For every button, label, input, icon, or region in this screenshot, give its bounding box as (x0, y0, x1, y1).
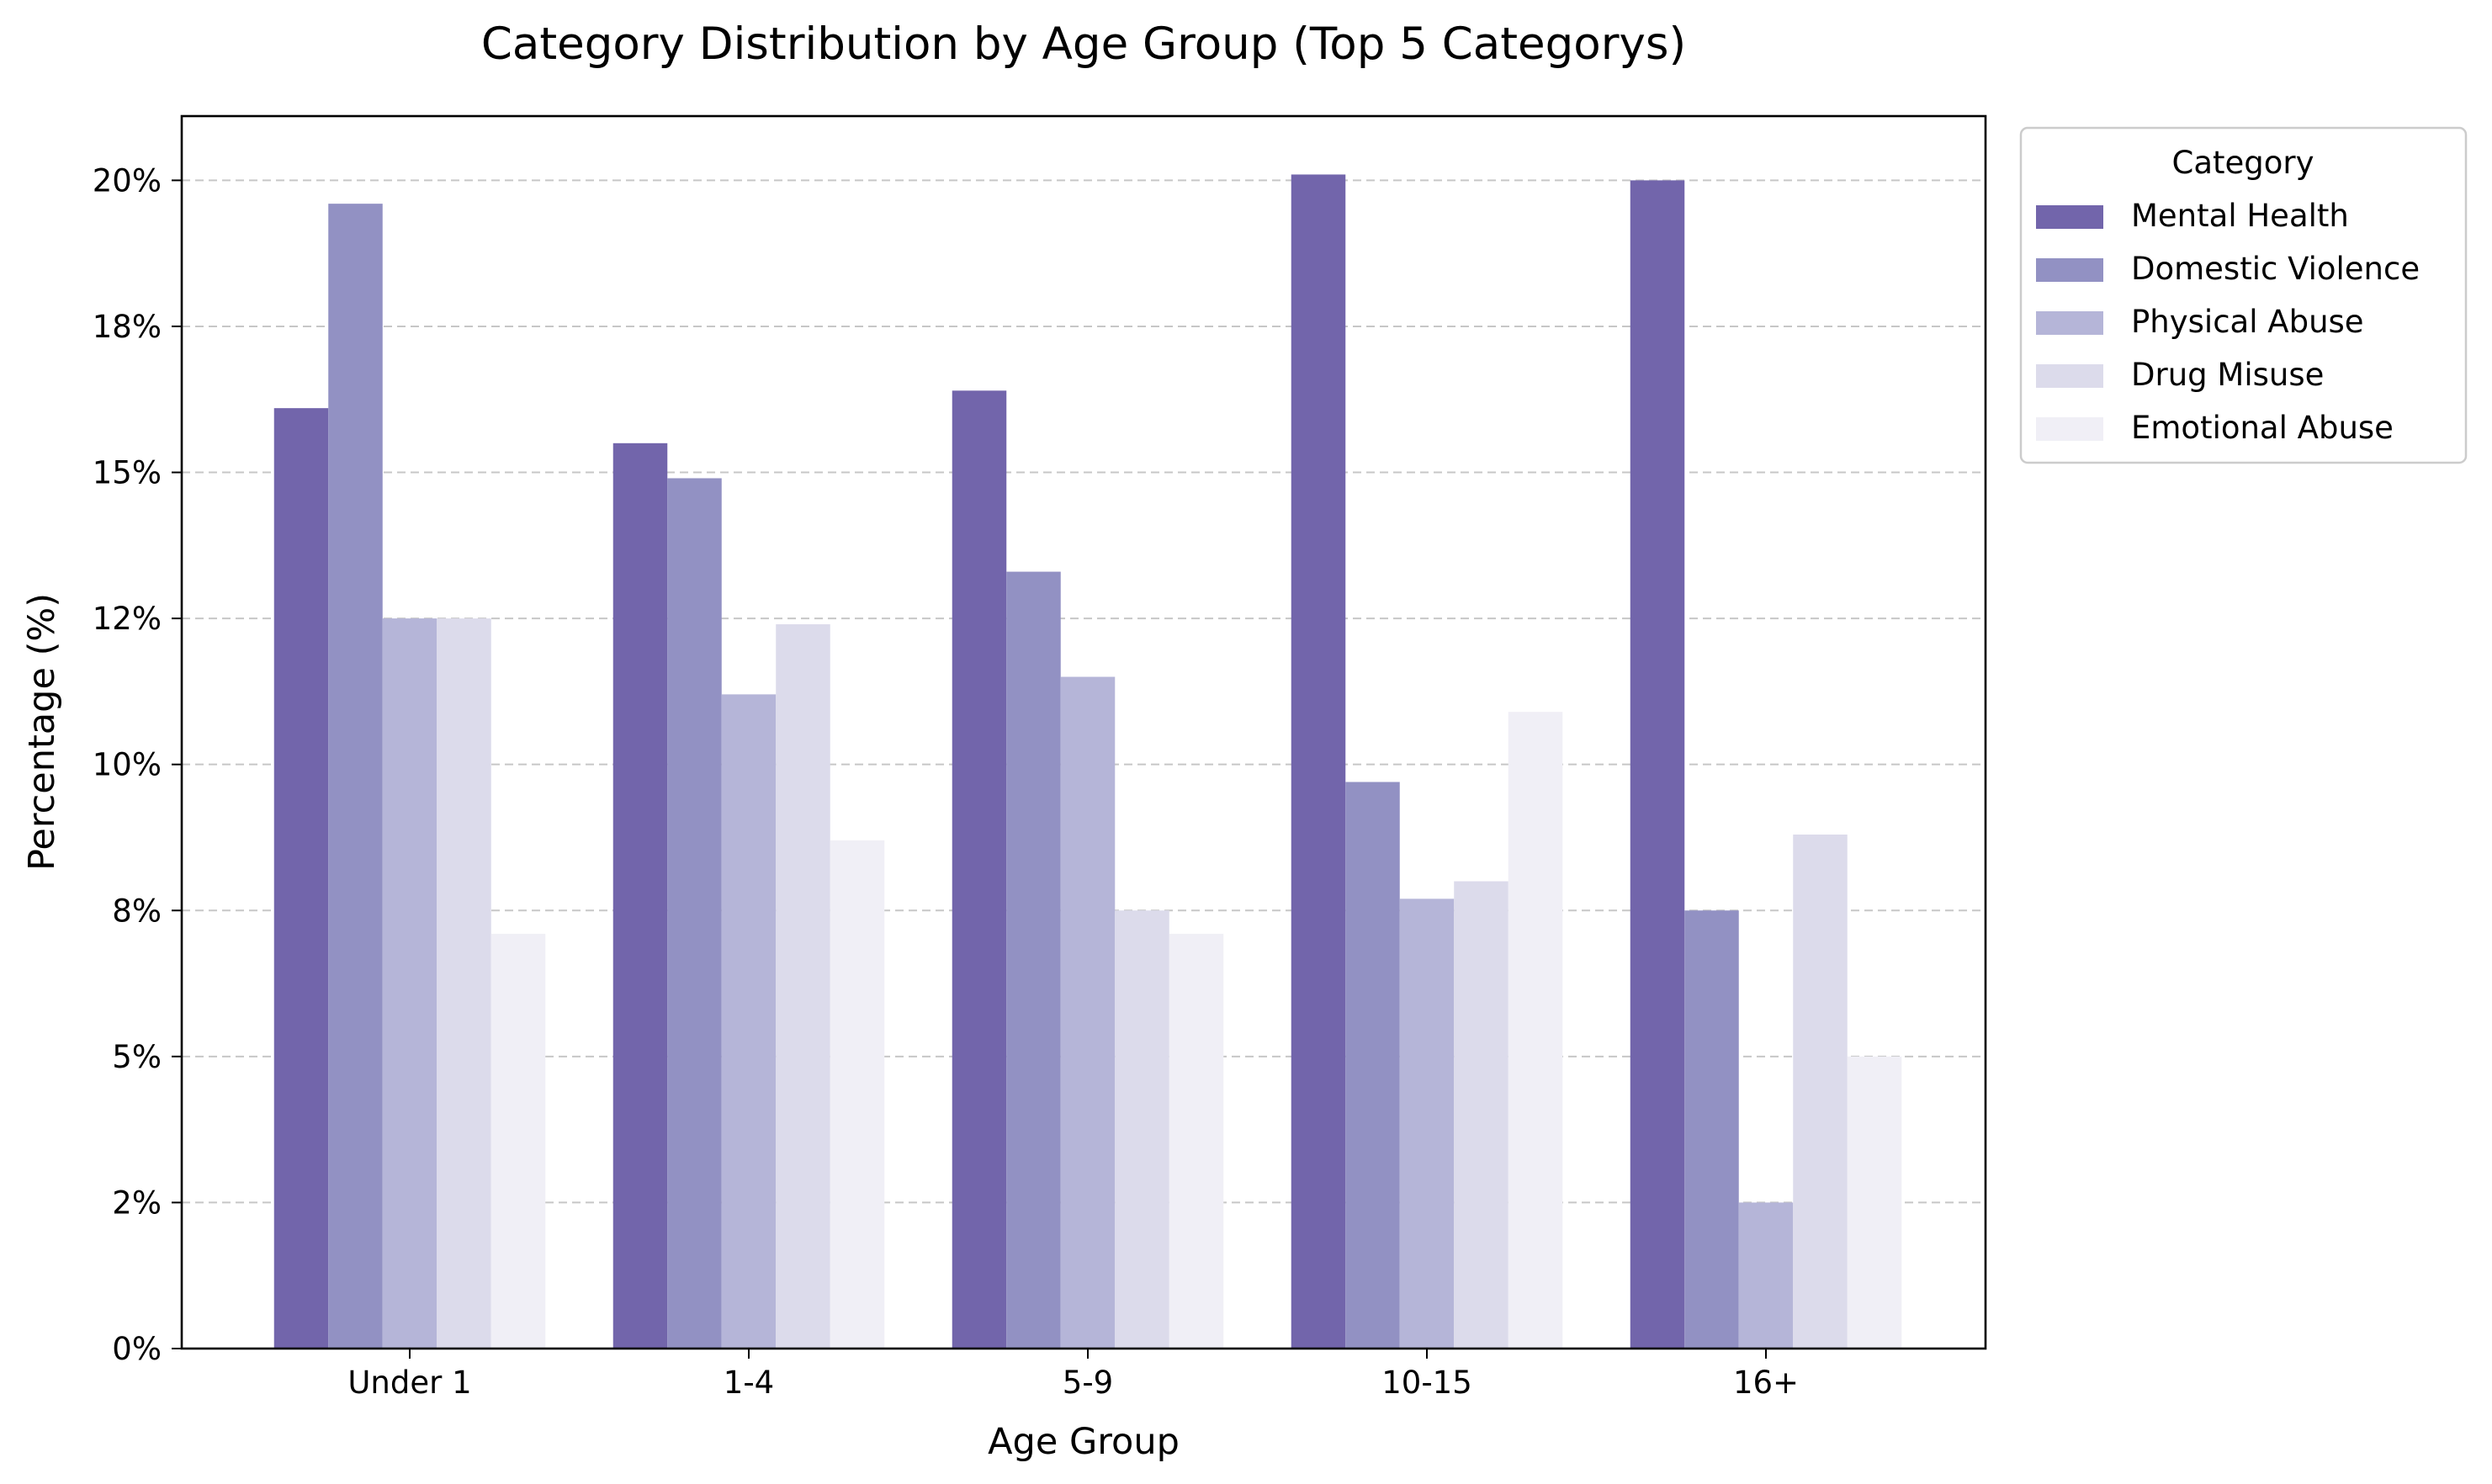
bar (721, 694, 777, 1349)
bar (1508, 712, 1563, 1349)
legend-label: Domestic Violence (2131, 251, 2420, 287)
y-tick-label: 10% (93, 747, 162, 783)
bar (1345, 782, 1400, 1349)
bar (1115, 910, 1169, 1349)
x-axis: Under 1 1-4 5-9 10-15 16+ (347, 1349, 1799, 1401)
bar (1169, 934, 1224, 1349)
x-tick-label: 10-15 (1381, 1365, 1472, 1401)
bar (1006, 571, 1061, 1349)
chart-title: Category Distribution by Age Group (Top … (481, 19, 1686, 70)
x-tick-label: 1-4 (724, 1365, 774, 1401)
bar (1793, 835, 1848, 1349)
x-tick-label: 5-9 (1063, 1365, 1113, 1401)
bar (830, 840, 885, 1349)
x-tick-label: Under 1 (347, 1365, 471, 1401)
bar (1847, 1056, 1902, 1349)
y-tick-label: 20% (93, 162, 162, 199)
bar (1630, 180, 1685, 1349)
legend-swatch (2036, 311, 2103, 335)
legend-items: Mental Health Domestic Violence Physical A… (2036, 198, 2420, 446)
y-tick-label: 2% (112, 1185, 162, 1221)
bar (1291, 174, 1346, 1349)
x-axis-label: Age Group (988, 1421, 1180, 1463)
y-axis-label: Percentage (%) (21, 593, 63, 871)
bar (667, 478, 722, 1349)
legend-label: Mental Health (2131, 198, 2349, 234)
bar (1454, 881, 1508, 1349)
bars (273, 174, 1902, 1349)
y-tick-label: 15% (93, 455, 162, 491)
bar (776, 624, 830, 1349)
y-tick-label: 0% (112, 1331, 162, 1367)
y-tick-label: 5% (112, 1039, 162, 1075)
bar (382, 618, 437, 1349)
bar (1399, 898, 1455, 1349)
legend-frame (2019, 126, 2468, 464)
legend-swatch (2036, 205, 2103, 229)
bar (952, 390, 1007, 1349)
legend-label: Physical Abuse (2131, 304, 2364, 340)
legend-swatch (2036, 364, 2103, 388)
y-tick-label: 18% (93, 309, 162, 345)
bar (1684, 910, 1739, 1349)
y-tick-label: 12% (93, 601, 162, 637)
legend-title: Category (2171, 145, 2314, 181)
bar (1738, 1202, 1794, 1349)
legend: Category Mental Health Domestic Violence P… (2019, 126, 2468, 464)
legend-label: Drug Misuse (2131, 357, 2324, 393)
legend-swatch (2036, 258, 2103, 282)
bar (328, 204, 383, 1349)
bar (1060, 676, 1116, 1349)
y-axis: 0% 2% 5% 8% 10% 12% 15% 18% 20% (93, 162, 182, 1367)
x-tick-label: 16+ (1733, 1365, 1799, 1401)
legend-label: Emotional Abuse (2131, 410, 2394, 446)
plot-area-frame (180, 114, 1987, 1350)
legend-swatch (2036, 417, 2103, 441)
y-tick-label: 8% (112, 893, 162, 929)
bar (612, 443, 668, 1349)
bar (490, 934, 546, 1349)
bar (273, 408, 329, 1349)
bar (437, 618, 491, 1349)
